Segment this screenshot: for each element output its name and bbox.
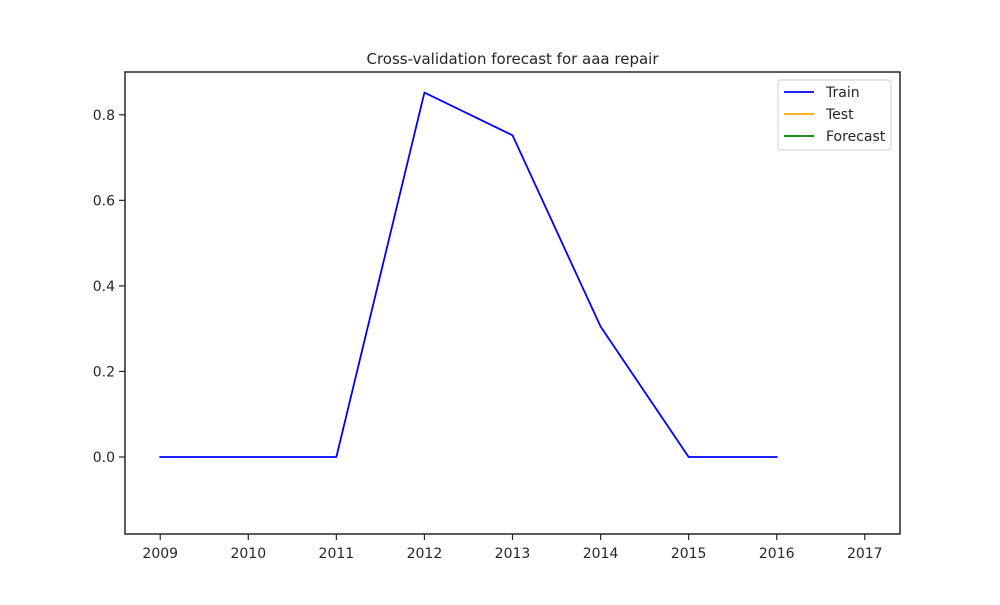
y-tick-label: 0.6 bbox=[93, 193, 115, 209]
x-tick-label: 2016 bbox=[759, 546, 795, 562]
y-tick-label: 0.8 bbox=[93, 108, 115, 124]
x-tick-label: 2017 bbox=[847, 546, 883, 562]
y-tick-label: 0.4 bbox=[93, 279, 115, 295]
series-layer bbox=[159, 91, 778, 458]
x-axis: 2009 2010 2011 2012 2013 2014 2015 2016 2017 bbox=[142, 534, 883, 562]
legend-label-forecast: Forecast bbox=[826, 129, 886, 145]
x-tick-label: 2010 bbox=[230, 546, 266, 562]
chart-title: Cross-validation forecast for aaa repair bbox=[366, 50, 659, 68]
x-tick-label: 2014 bbox=[583, 546, 619, 562]
legend: Train Test Forecast bbox=[777, 79, 892, 151]
y-tick-label: 0.0 bbox=[93, 450, 115, 466]
x-tick-label: 2012 bbox=[407, 546, 443, 562]
legend-label-train: Train bbox=[825, 85, 860, 101]
legend-label-test: Test bbox=[825, 107, 854, 123]
x-tick-label: 2009 bbox=[142, 546, 178, 562]
x-tick-label: 2011 bbox=[319, 546, 355, 562]
legend-box bbox=[777, 79, 892, 151]
y-axis: 0.0 0.2 0.4 0.6 0.8 bbox=[93, 108, 125, 466]
series-line-train bbox=[159, 91, 778, 458]
y-tick-label: 0.2 bbox=[93, 364, 115, 380]
x-tick-label: 2015 bbox=[671, 546, 707, 562]
x-tick-label: 2013 bbox=[495, 546, 531, 562]
